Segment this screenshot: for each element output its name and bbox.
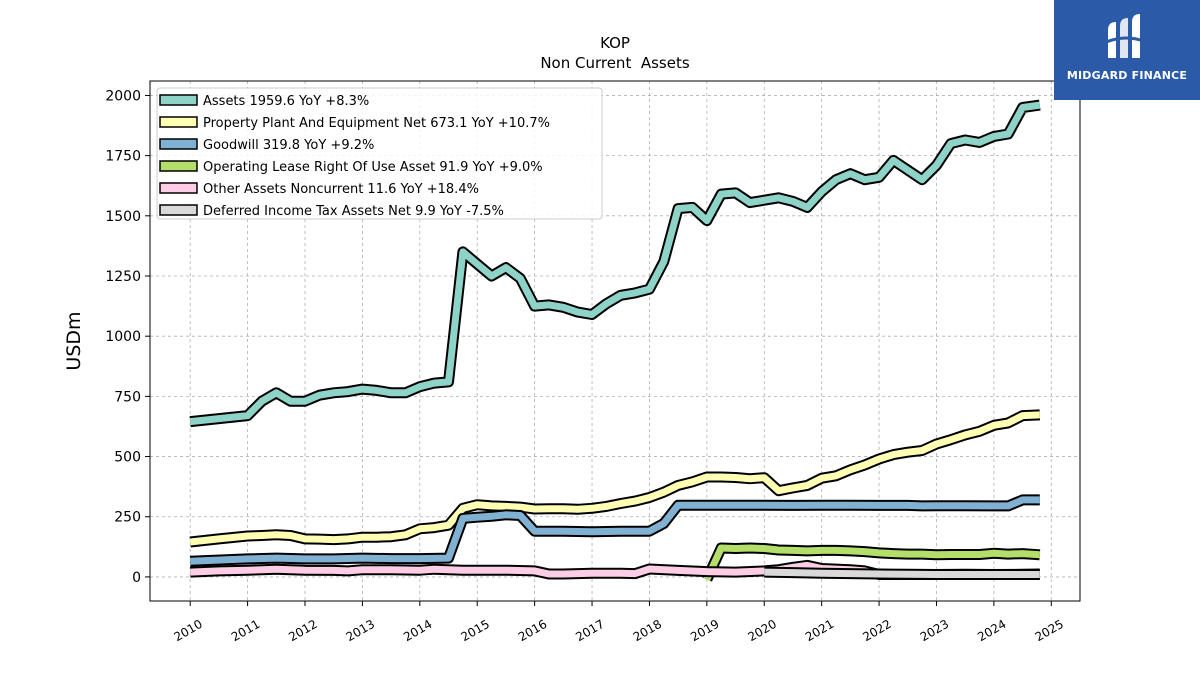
x-axis: 2010 2011 2012 2013 2014 2015 2016 2017 2018 2019…: [171, 601, 1066, 644]
legend-swatch: [159, 204, 198, 216]
plot-frame: [149, 80, 1081, 602]
y-tick-label: 1750: [105, 149, 141, 165]
y-tick-label: 750: [114, 389, 141, 405]
series-line-4: [703, 544, 1041, 581]
series-layer: [189, 99, 1041, 582]
series-line-6: [764, 568, 1040, 578]
x-tick-label: 2016: [516, 617, 549, 644]
y-tick-label: 1250: [105, 269, 141, 285]
y-tick-label: 1500: [105, 209, 141, 225]
y-axis-label: USDm: [63, 311, 85, 370]
x-tick-label: 2018: [631, 617, 664, 644]
chart-title: KOP: [600, 34, 630, 52]
x-tick-label: 2024: [975, 617, 1008, 644]
x-tick-label: 2014: [401, 617, 434, 644]
legend-swatch: [159, 138, 198, 150]
legend-swatch: [159, 94, 198, 106]
legend-swatch: [159, 182, 198, 194]
y-tick-label: 2000: [105, 88, 141, 104]
x-tick-label: 2011: [229, 617, 262, 644]
y-axis: 0 250 500 750 1000 1250 1500 1750 2000: [105, 88, 150, 586]
legend-label: Other Assets Noncurrent 11.6 YoY +18.4%: [203, 182, 479, 197]
brand-name: MIDGARD FINANCE: [1066, 69, 1188, 82]
y-tick-label: 250: [114, 510, 141, 526]
x-tick-label: 2020: [746, 617, 779, 644]
x-tick-label: 2010: [171, 617, 204, 644]
series-line-outline: [189, 409, 1041, 548]
x-tick-label: 2013: [344, 617, 377, 644]
legend: Assets 1959.6 YoY +8.3% Property Plant An…: [156, 87, 603, 220]
x-tick-label: 2022: [860, 617, 893, 644]
y-tick-label: 500: [114, 450, 141, 466]
brand-logo: MIDGARD FINANCE: [1054, 0, 1200, 100]
series-line-2: [189, 411, 1040, 546]
chart-subtitle: Non Current Assets: [540, 54, 690, 72]
legend-swatch: [159, 160, 198, 172]
legend-swatch: [159, 116, 198, 128]
x-tick-label: 2021: [803, 617, 836, 644]
legend-label: Operating Lease Right Of Use Asset 91.9 …: [203, 160, 543, 175]
logo-icon: [1105, 14, 1147, 58]
x-tick-label: 2015: [458, 617, 491, 644]
x-tick-label: 2017: [573, 617, 606, 644]
x-tick-label: 2012: [286, 617, 319, 644]
x-tick-label: 2023: [918, 617, 951, 644]
x-tick-label: 2019: [688, 617, 721, 644]
legend-box: [156, 87, 603, 220]
x-tick-label: 2025: [1033, 617, 1066, 644]
y-tick-label: 1000: [105, 329, 141, 345]
legend-label: Deferred Income Tax Assets Net 9.9 YoY -…: [203, 204, 504, 219]
series-line-3: [190, 496, 1040, 565]
y-tick-label: 0: [132, 570, 141, 586]
series-line-1: [189, 101, 1041, 426]
legend-label: Goodwill 319.8 YoY +9.2%: [203, 138, 374, 153]
legend-label: Assets 1959.6 YoY +8.3%: [203, 94, 369, 109]
legend-label: Property Plant And Equipment Net 673.1 Y…: [203, 116, 550, 131]
